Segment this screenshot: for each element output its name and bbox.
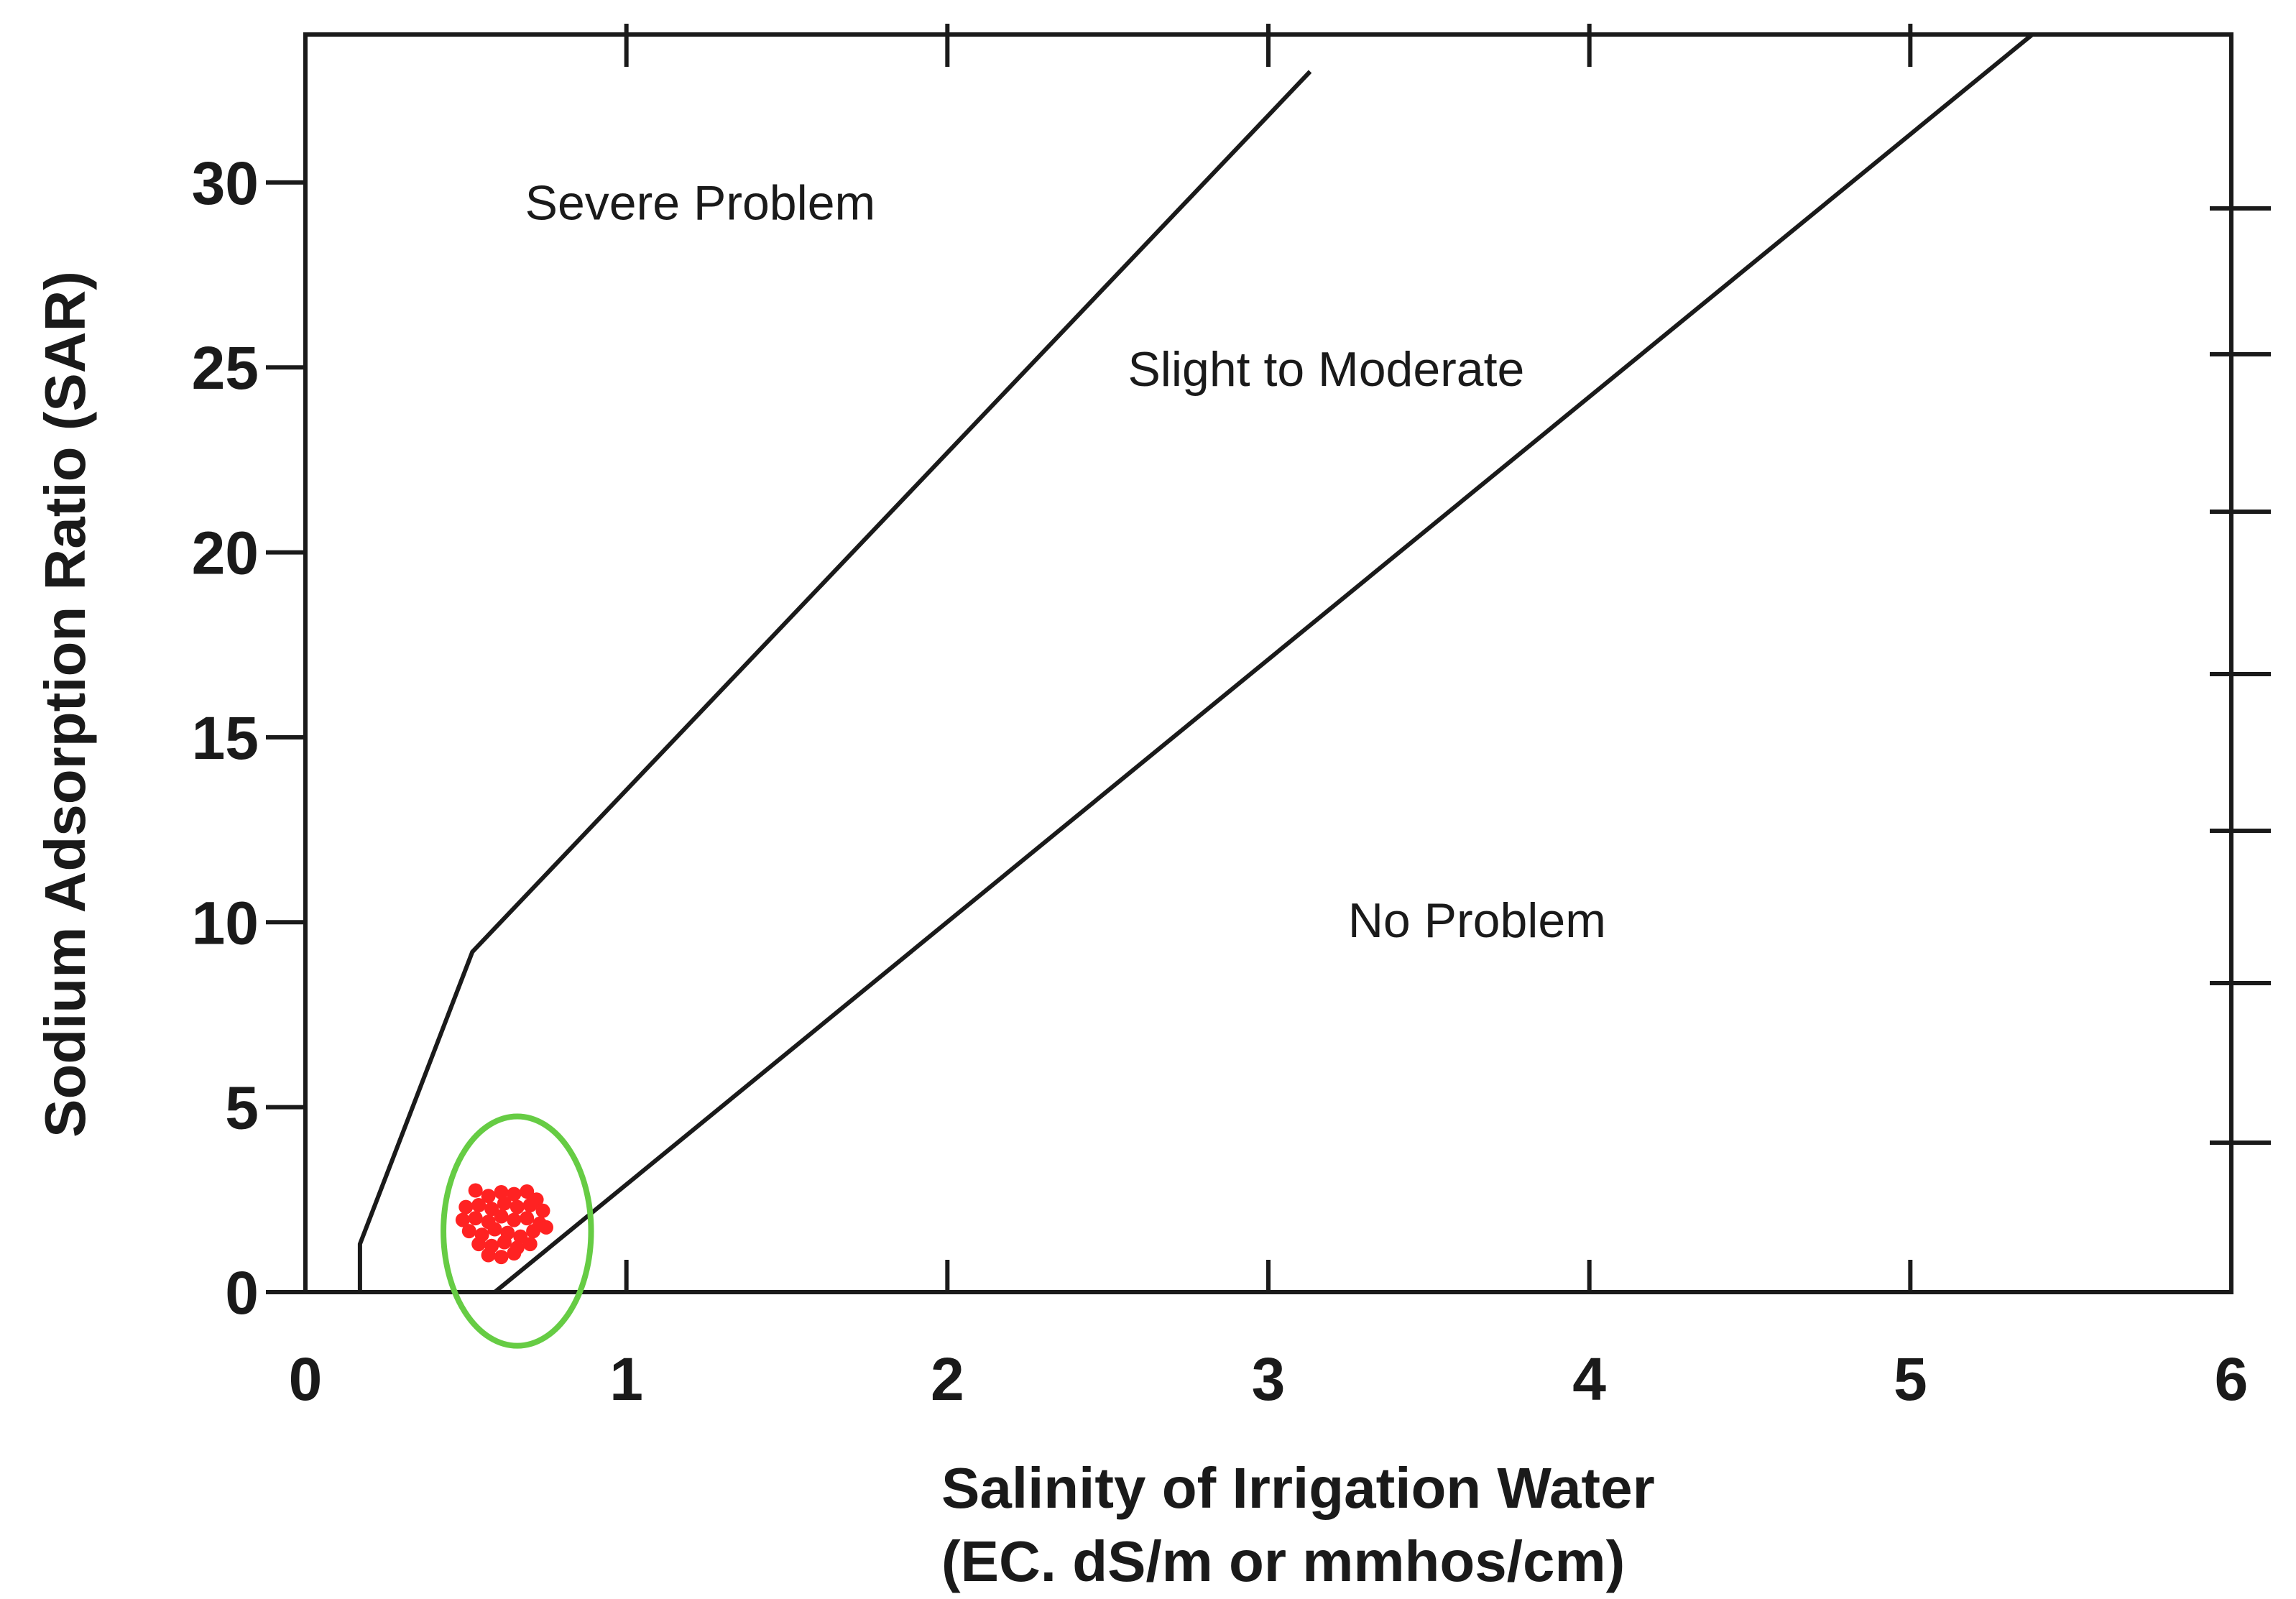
y-tick-label-10: 10 bbox=[192, 889, 259, 957]
y-tick-label-0: 0 bbox=[225, 1259, 259, 1327]
data-point-18 bbox=[507, 1212, 522, 1227]
data-point-2 bbox=[481, 1189, 496, 1204]
boundary-lines bbox=[357, 32, 2034, 1294]
x-tick-label-5: 5 bbox=[1894, 1345, 1927, 1413]
region-label-3: No Problem bbox=[1348, 893, 1606, 948]
x-axis-ticks: 0 1 2 3 4 5 6 bbox=[289, 1260, 2249, 1413]
data-point-12 bbox=[522, 1198, 538, 1212]
y-axis-ticks: 0 5 10 15 20 25 30 bbox=[192, 149, 305, 1327]
x-tick-label-3: 3 bbox=[1252, 1345, 1286, 1413]
data-point-7 bbox=[458, 1199, 474, 1215]
data-point-4 bbox=[507, 1186, 522, 1202]
region-labels: Severe Problem Slight to Moderate No Probl… bbox=[525, 175, 1606, 948]
region-label-2: Slight to Moderate bbox=[1128, 342, 1524, 397]
highlight-circle bbox=[441, 1113, 594, 1349]
x-axis-title: Salinity of Irrigation Water bbox=[941, 1456, 1655, 1520]
y-tick-label-25: 25 bbox=[192, 334, 259, 402]
data-point-1 bbox=[468, 1183, 483, 1198]
data-point-32 bbox=[522, 1237, 538, 1252]
data-point-33 bbox=[481, 1248, 496, 1263]
region-label-1: Severe Problem bbox=[525, 175, 876, 230]
data-point-15 bbox=[468, 1211, 483, 1226]
data-point-17 bbox=[494, 1209, 509, 1224]
y-tick-label-20: 20 bbox=[192, 520, 259, 587]
data-point-28 bbox=[471, 1237, 487, 1252]
data-point-21 bbox=[461, 1224, 476, 1239]
x-tick-label-6: 6 bbox=[2215, 1345, 2249, 1413]
x-tick-label-2: 2 bbox=[931, 1345, 964, 1413]
severe-boundary bbox=[357, 70, 1312, 1292]
y-tick-label-5: 5 bbox=[225, 1074, 259, 1142]
data-point-35 bbox=[507, 1246, 522, 1261]
data-point-5 bbox=[520, 1184, 535, 1199]
data-point-34 bbox=[494, 1250, 509, 1265]
no-problem-boundary bbox=[493, 32, 2034, 1294]
x-tick-label-1: 1 bbox=[609, 1345, 643, 1413]
data-point-26 bbox=[526, 1224, 541, 1239]
data-points bbox=[455, 1183, 553, 1265]
top-ticks bbox=[624, 24, 1913, 67]
x-tick-label-0: 0 bbox=[289, 1345, 323, 1413]
data-point-14 bbox=[455, 1212, 470, 1227]
data-point-30 bbox=[497, 1235, 512, 1250]
data-point-19 bbox=[520, 1211, 535, 1226]
y-tick-label-30: 30 bbox=[192, 149, 259, 217]
y-axis-title: Sodium Adsorption Ratio (SAR) bbox=[33, 271, 97, 1138]
data-point-10 bbox=[497, 1196, 512, 1211]
right-ticks bbox=[2210, 206, 2271, 1145]
data-point-27 bbox=[539, 1220, 553, 1235]
data-point-8 bbox=[471, 1198, 487, 1212]
x-axis-title-line2: (EC. dS/m or mmhos/cm) bbox=[941, 1529, 1625, 1593]
data-point-3 bbox=[494, 1185, 509, 1199]
y-tick-label-15: 15 bbox=[192, 704, 259, 772]
data-point-13 bbox=[535, 1203, 550, 1218]
x-tick-label-4: 4 bbox=[1572, 1345, 1606, 1413]
data-point-23 bbox=[487, 1222, 502, 1237]
data-point-11 bbox=[510, 1199, 525, 1215]
